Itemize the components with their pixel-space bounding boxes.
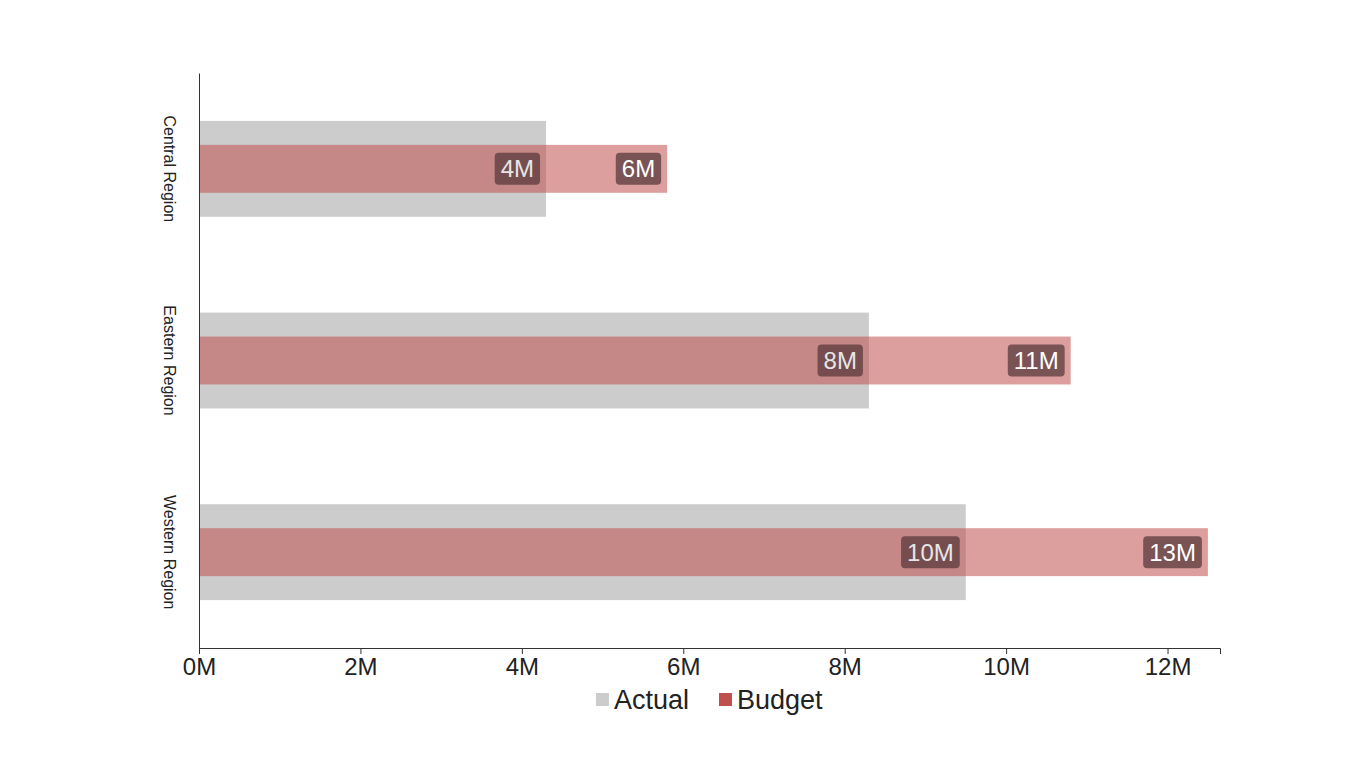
legend-label: Actual <box>614 685 689 715</box>
data-label: 8M <box>818 345 863 377</box>
y-tick-label: Western Region <box>161 495 178 609</box>
data-label-text: 13M <box>1149 539 1196 566</box>
y-axis-line <box>199 74 200 649</box>
x-tick: 2M <box>344 648 377 680</box>
x-tick-label: 2M <box>344 653 377 680</box>
x-tick-label: 8M <box>829 653 862 680</box>
x-tick: 8M <box>829 648 862 680</box>
data-label-text: 8M <box>824 347 857 374</box>
data-label-box <box>616 153 661 185</box>
data-label: 10M <box>901 536 960 568</box>
x-tick: 4M <box>506 648 539 680</box>
x-tick-label: 4M <box>506 653 539 680</box>
data-label: 4M <box>495 153 540 185</box>
data-labels: 4M 8M 10M 6M 11M 13M <box>495 153 1202 568</box>
data-label-box <box>1143 536 1202 568</box>
x-tick-label: 10M <box>983 653 1030 680</box>
data-label-text: 10M <box>907 539 954 566</box>
data-label: 6M <box>616 153 661 185</box>
legend-item: Actual <box>596 685 689 715</box>
legend-label: Budget <box>737 685 823 715</box>
bar <box>199 145 667 193</box>
x-tick: 6M <box>667 648 700 680</box>
x-tick-label: 0M <box>183 653 216 680</box>
data-label-box <box>1008 345 1065 377</box>
x-axis: 0M 2M 4M 6M 8M 10M 12M <box>183 648 1221 680</box>
x-tick-label: 6M <box>667 653 700 680</box>
data-label-text: 6M <box>622 155 655 182</box>
y-tick-label: Eastern Region <box>161 305 178 415</box>
data-label-box <box>495 153 540 185</box>
data-label-text: 11M <box>1014 347 1059 374</box>
x-tick-label: 12M <box>1145 653 1192 680</box>
data-label-box <box>818 345 863 377</box>
plot: 0M 2M 4M 6M 8M 10M 12M Central Region Eastern Re… <box>161 74 1220 681</box>
data-label: 11M <box>1008 345 1065 377</box>
legend-swatch <box>719 693 732 706</box>
x-tick: 10M <box>983 648 1030 680</box>
y-axis: Central Region Eastern Region Western Regi… <box>161 74 199 649</box>
legend-item: Budget <box>719 685 823 715</box>
chart: 0M 2M 4M 6M 8M 10M 12M Central Region Eastern Re… <box>0 0 1366 768</box>
y-tick: Western Region <box>161 495 178 609</box>
data-label-text: 4M <box>501 155 534 182</box>
y-tick: Central Region <box>161 115 178 222</box>
bars <box>199 121 1208 600</box>
legend-swatch <box>596 693 609 706</box>
y-tick-label: Central Region <box>161 115 178 222</box>
bar <box>199 337 1071 385</box>
data-label: 13M <box>1143 536 1202 568</box>
x-tick: 0M <box>183 648 216 680</box>
y-tick: Eastern Region <box>161 305 178 415</box>
legend: Actual Budget <box>596 685 823 715</box>
bar <box>199 528 1208 576</box>
x-tick: 12M <box>1145 648 1192 680</box>
data-label-box <box>901 536 960 568</box>
